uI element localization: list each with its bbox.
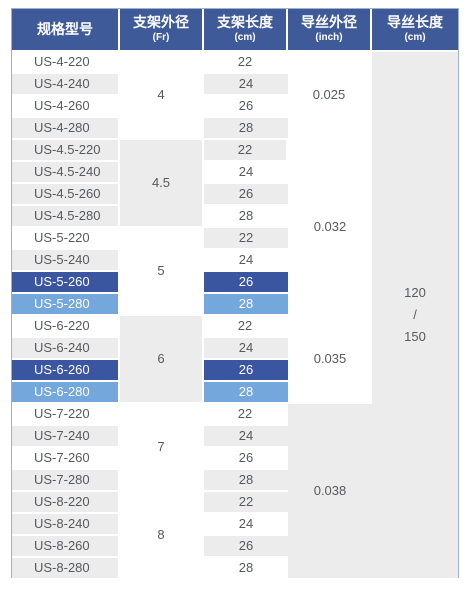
model-cell: US-4.5-280	[12, 206, 120, 228]
guidewire-length-value-2: 150	[404, 329, 426, 344]
table-row: US-7-280 28	[12, 470, 458, 492]
table-row: US-7-240 24	[12, 426, 458, 448]
stent-length-cell: 24	[204, 162, 288, 184]
stent-length-cell: 24	[204, 250, 288, 272]
stent-length-cell: 24	[204, 514, 288, 536]
table-row: US-8-220 8 22	[12, 492, 458, 580]
model-cell: US-8-240	[12, 514, 120, 536]
header-model: 规格型号	[12, 9, 120, 52]
model-cell-highlighted: US-5-260	[12, 272, 120, 294]
stent-length-cell: 28	[204, 470, 288, 492]
stent-length-cell: 22	[204, 52, 288, 74]
header-row: 规格型号 支架外径 (Fr) 支架长度 (cm) 导丝外径 (inch) 导丝长度 (c…	[12, 9, 458, 52]
stent-length-cell: 22	[204, 404, 288, 426]
model-cell: US-4-220	[12, 52, 120, 74]
table-row: US-4.5-220 4.5 22 0.032	[12, 140, 458, 316]
table-row: US-5-280 28	[12, 294, 458, 316]
model-cell: US-8-220	[12, 492, 120, 514]
guidewire-diameter-cell: 0.035	[288, 316, 372, 404]
table-row: US-5-240 24	[12, 250, 458, 272]
stent-length-cell: 22	[204, 492, 288, 514]
model-cell: US-7-240	[12, 426, 120, 448]
stent-length-cell: 26	[204, 184, 288, 206]
guidewire-diameter-cell: 0.025	[288, 52, 372, 140]
table-row: US-4-240 24	[12, 74, 458, 96]
model-cell-highlighted: US-6-260	[12, 360, 120, 382]
model-cell: US-4-240	[12, 74, 120, 96]
table-row: US-4-220 4 22 0.025 120 / 150	[12, 52, 458, 580]
guidewire-length-separator: /	[413, 307, 417, 322]
stent-length-cell-highlighted: 28	[204, 294, 288, 316]
stent-diameter-cell: 5	[120, 228, 204, 316]
table-row: US-7-260 26	[12, 448, 458, 470]
spec-table: 规格型号 支架外径 (Fr) 支架长度 (cm) 导丝外径 (inch) 导丝长度 (c…	[12, 9, 458, 580]
guidewire-diameter-cell: 0.032	[288, 140, 372, 316]
stent-diameter-cell: 4.5	[120, 140, 204, 228]
table-row: US-8-240 24	[12, 514, 458, 536]
guidewire-diameter-cell: 0.038	[288, 404, 372, 580]
guidewire-length-cell: 120 / 150	[372, 52, 458, 580]
table-row: US-4-280 28	[12, 118, 458, 140]
stent-length-cell: 26	[204, 536, 288, 558]
table-row: US-4.5-260 26	[12, 184, 458, 206]
model-cell: US-8-280	[12, 558, 120, 580]
model-cell: US-7-280	[12, 470, 120, 492]
table-row: US-6-220 6 22 0.035	[12, 316, 458, 404]
model-cell-highlighted: US-6-280	[12, 382, 120, 404]
stent-diameter-cell: 4	[120, 52, 204, 140]
guidewire-length-value-1: 120	[404, 285, 426, 300]
table-row: US-8-280 28	[12, 558, 458, 580]
stent-length-cell: 26	[204, 96, 288, 118]
model-cell: US-4-280	[12, 118, 120, 140]
stent-length-cell: 22	[204, 228, 288, 250]
table-row: US-6-260 26	[12, 360, 458, 382]
stent-length-cell-highlighted: 26	[204, 272, 288, 294]
stent-length-cell-highlighted: 28	[204, 382, 288, 404]
model-cell: US-4.5-240	[12, 162, 120, 184]
table-row: US-6-240 24	[12, 338, 458, 360]
stent-length-cell: 24	[204, 426, 288, 448]
model-cell-highlighted: US-5-280	[12, 294, 120, 316]
stent-length-cell: 28	[204, 558, 288, 580]
model-cell: US-7-220	[12, 404, 120, 426]
stent-diameter-cell: 7	[120, 404, 204, 492]
header-stent-length: 支架长度 (cm)	[204, 9, 288, 52]
model-cell: US-6-240	[12, 338, 120, 360]
stent-length-cell: 28	[204, 118, 288, 140]
header-guidewire-diameter: 导丝外径 (inch)	[288, 9, 372, 52]
model-cell: US-5-240	[12, 250, 120, 272]
model-cell: US-8-260	[12, 536, 120, 558]
stent-diameter-cell: 8	[120, 492, 204, 580]
stent-length-cell: 24	[204, 74, 288, 96]
model-cell: US-5-220	[12, 228, 120, 250]
table-row: US-4-260 26	[12, 96, 458, 118]
table-row: US-8-260 26	[12, 536, 458, 558]
header-stent-diameter: 支架外径 (Fr)	[120, 9, 204, 52]
stent-diameter-cell: 6	[120, 316, 204, 404]
header-guidewire-length: 导丝长度 (cm)	[372, 9, 458, 52]
stent-length-cell-highlighted: 26	[204, 360, 288, 382]
table-row: US-4.5-280 28	[12, 206, 458, 228]
table-row: US-5-260 26	[12, 272, 458, 294]
stent-length-cell: 22	[204, 316, 288, 338]
stent-length-cell: 24	[204, 338, 288, 360]
model-cell: US-4.5-260	[12, 184, 120, 206]
table-row: US-7-220 7 22 0.038	[12, 404, 458, 580]
stent-length-cell: 26	[204, 448, 288, 470]
stent-length-cell: 22	[204, 140, 288, 162]
model-cell: US-6-220	[12, 316, 120, 338]
stent-length-cell: 28	[204, 206, 288, 228]
model-cell: US-4.5-220	[12, 140, 120, 162]
table-row: US-4.5-240 24	[12, 162, 458, 184]
table-row: US-6-280 28	[12, 382, 458, 404]
model-cell: US-4-260	[12, 96, 120, 118]
table-row: US-5-220 5 22	[12, 228, 458, 316]
model-cell: US-7-260	[12, 448, 120, 470]
